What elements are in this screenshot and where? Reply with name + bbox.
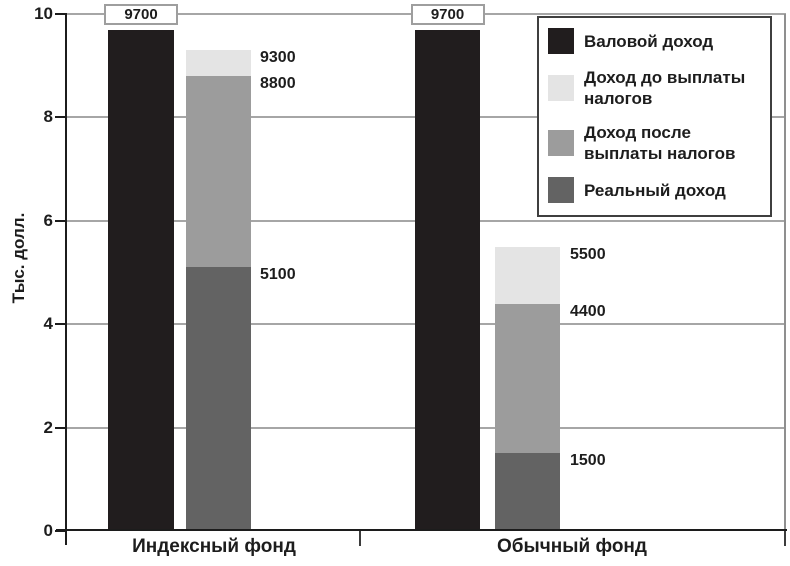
y-tick-label: 0 xyxy=(43,521,53,540)
value-label: 4400 xyxy=(570,302,606,320)
y-tick-mark xyxy=(55,426,67,429)
y-tick-label: 8 xyxy=(43,107,53,127)
value-label: 5500 xyxy=(570,245,606,263)
y-tick-label: 4 xyxy=(43,314,53,334)
x-tick-mark xyxy=(784,531,786,546)
callout-label: 9700 xyxy=(410,4,485,25)
bar-segment-pre-tax xyxy=(186,50,251,77)
value-label: 1500 xyxy=(570,452,606,470)
legend-swatch-icon xyxy=(548,130,574,156)
legend-item: Доход после выплаты налогов xyxy=(548,122,761,164)
legend-label: Валовой доход xyxy=(584,31,714,51)
legend-label: Реальный доход xyxy=(584,180,726,200)
bar-segment-real-income xyxy=(186,267,251,529)
legend-item: Валовой доход xyxy=(548,28,761,54)
x-axis-line xyxy=(56,529,787,531)
bar-segment-after-tax xyxy=(186,76,251,268)
bar-segment-after-tax xyxy=(495,303,560,454)
y-tick-label: 2 xyxy=(43,417,53,437)
legend: Валовой доход Доход до выплаты налогов Дох… xyxy=(537,16,772,217)
category-label: Индексный фонд xyxy=(132,536,296,557)
legend-swatch-icon xyxy=(548,28,574,54)
legend-item: Реальный доход xyxy=(548,177,761,203)
callout-label: 9700 xyxy=(104,4,178,25)
bar-gross-income xyxy=(415,29,480,529)
y-tick-mark xyxy=(55,219,67,222)
x-tick-mark xyxy=(359,531,361,546)
bar-gross-income xyxy=(108,29,174,529)
value-label: 9300 xyxy=(260,49,296,67)
bar-segment-pre-tax xyxy=(495,246,560,304)
category-label: Обычный фонд xyxy=(497,536,647,557)
y-tick-label: 6 xyxy=(43,210,53,230)
y-tick-mark xyxy=(55,530,67,532)
y-axis-line xyxy=(65,13,67,545)
plot-right-border xyxy=(784,14,786,531)
y-tick-mark xyxy=(55,323,67,326)
legend-label: Доход после выплаты налогов xyxy=(584,123,736,163)
y-tick-label: 10 xyxy=(34,4,53,23)
value-label: 5100 xyxy=(260,266,296,284)
legend-swatch-icon xyxy=(548,75,574,101)
legend-item: Доход до выплаты налогов xyxy=(548,67,761,109)
y-tick-mark xyxy=(55,13,67,15)
y-tick-mark xyxy=(55,116,67,119)
legend-swatch-icon xyxy=(548,177,574,203)
bar-segment-real-income xyxy=(495,453,560,529)
value-label: 8800 xyxy=(260,75,296,93)
legend-label: Доход до выплаты налогов xyxy=(584,68,746,108)
